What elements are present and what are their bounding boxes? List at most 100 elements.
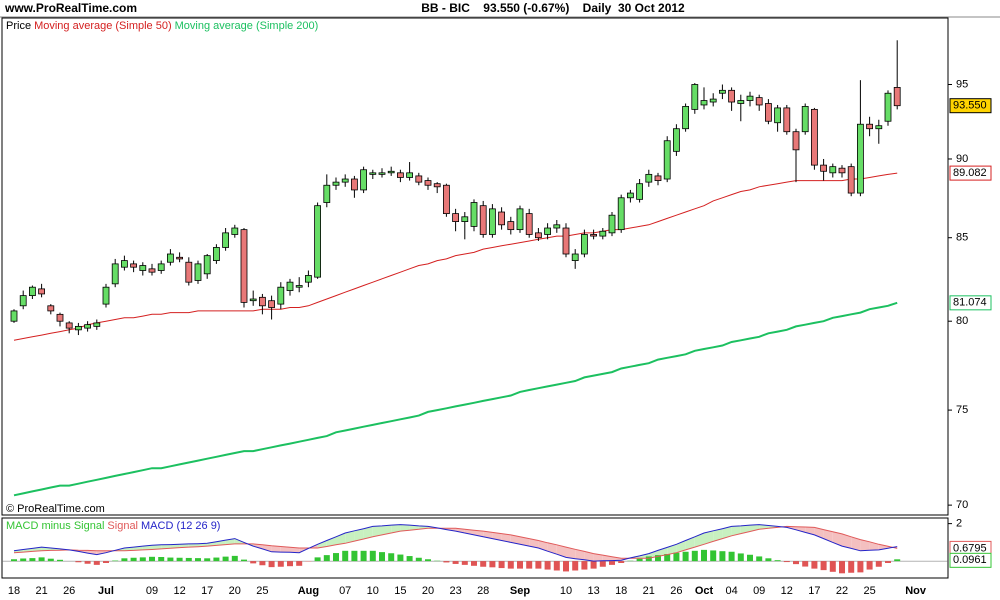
- macd-signal-fill: [851, 536, 861, 551]
- x-tick-label: 26: [63, 585, 75, 597]
- candle-body: [884, 92, 892, 122]
- histogram-bar: [765, 558, 772, 562]
- macd-signal-fill: [713, 528, 723, 542]
- candle-body: [332, 181, 340, 186]
- price-last-label-box: [949, 98, 992, 114]
- candle-body: [488, 208, 496, 235]
- x-tick-label: 18: [615, 585, 627, 597]
- histogram-bar: [737, 553, 744, 562]
- macd-signal-fill: [317, 540, 327, 548]
- histogram-bar: [75, 561, 82, 563]
- candle-body: [38, 288, 45, 295]
- macd-signal-fill: [280, 546, 290, 553]
- candle-body: [121, 260, 128, 268]
- x-tick-label: 25: [256, 585, 268, 597]
- histogram-bar: [507, 561, 514, 569]
- histogram-bar: [360, 550, 367, 562]
- candle-body: [323, 184, 331, 203]
- candle-body: [406, 172, 414, 178]
- x-tick-label: 23: [449, 585, 461, 597]
- histogram-bar: [158, 557, 165, 562]
- legend-hist: MACD minus Signal: [6, 520, 104, 532]
- histogram-bar: [443, 561, 450, 563]
- x-tick-label: 28: [477, 585, 489, 597]
- macd-signal-fill: [832, 531, 842, 547]
- histogram-bar: [756, 556, 763, 562]
- candle-body: [378, 172, 386, 175]
- macd-signal-fill: [161, 544, 171, 549]
- histogram-bar: [820, 561, 827, 571]
- hist-last-label-box: [949, 552, 992, 568]
- histogram-bar: [857, 561, 864, 573]
- histogram-bar: [498, 561, 505, 569]
- candle-body: [314, 205, 322, 278]
- candle-body: [645, 173, 653, 183]
- histogram-bar: [11, 559, 17, 562]
- candle-body: [608, 214, 616, 234]
- candle-body: [424, 180, 432, 186]
- x-tick-label: 04: [725, 585, 737, 597]
- candle-body: [875, 125, 883, 130]
- histogram-bar: [259, 561, 266, 566]
- candle-body: [176, 256, 184, 260]
- candle-body: [268, 300, 276, 308]
- candle-body: [801, 106, 809, 133]
- macd-signal-fill: [510, 534, 520, 545]
- candle-body: [194, 263, 202, 281]
- histogram-bar: [57, 559, 63, 562]
- y-tick-label: 90: [956, 153, 968, 165]
- candle-body: [691, 84, 699, 110]
- candle-body: [746, 95, 754, 101]
- candle-body: [139, 265, 147, 271]
- macd-signal-fill: [87, 550, 97, 555]
- histogram-bar: [682, 551, 689, 562]
- histogram-bar: [149, 556, 155, 562]
- candle-body: [341, 178, 349, 183]
- candle-body: [166, 253, 174, 263]
- hist-last-label: 0.0961: [953, 554, 987, 566]
- macd-signal-fill: [501, 533, 511, 543]
- x-tick-label: 22: [836, 585, 848, 597]
- histogram-bar: [894, 559, 901, 562]
- chart-title: BB - BIC 93.550 (-0.67%) Daily 30 Oct 20…: [421, 1, 685, 15]
- candle-body: [792, 131, 800, 151]
- macd-signal-fill: [188, 543, 198, 548]
- y-tick-label: 70: [956, 499, 968, 511]
- histogram-bar: [222, 556, 229, 562]
- candle-body: [304, 275, 312, 283]
- candle-body: [544, 227, 551, 235]
- histogram-bar: [268, 561, 275, 568]
- histogram-bar: [783, 561, 790, 563]
- candle-body: [783, 107, 791, 133]
- candle-body: [765, 103, 772, 122]
- histogram-bar: [93, 561, 100, 565]
- candle-body: [185, 261, 193, 283]
- y-tick-label: 80: [956, 315, 968, 327]
- histogram-bar: [369, 550, 376, 562]
- histogram-bar: [848, 561, 855, 573]
- histogram-bar: [47, 558, 54, 562]
- candle-body: [65, 322, 73, 329]
- macd-signal-fill: [409, 525, 419, 531]
- candle-body: [627, 192, 634, 199]
- histogram-bar: [342, 550, 349, 562]
- x-tick-label: 12: [173, 585, 185, 597]
- candle-body: [387, 170, 395, 174]
- histogram-bar: [452, 561, 459, 564]
- histogram-bar: [636, 558, 643, 562]
- candle-body: [295, 285, 303, 288]
- macd-signal-fill: [363, 526, 373, 539]
- candle-body: [673, 128, 680, 152]
- macd-signal-fill: [740, 525, 750, 534]
- copyright: © ProRealTime.com: [6, 503, 105, 515]
- macd-signal-fill: [860, 539, 870, 551]
- macd-signal-fill: [464, 529, 474, 535]
- histogram-bar: [103, 561, 109, 563]
- candle-body: [719, 89, 726, 94]
- candle-body: [581, 234, 588, 255]
- histogram-bar: [839, 561, 845, 574]
- y-tick-label: 2: [956, 518, 962, 530]
- candle-body: [590, 234, 597, 237]
- histogram-bar: [406, 556, 413, 562]
